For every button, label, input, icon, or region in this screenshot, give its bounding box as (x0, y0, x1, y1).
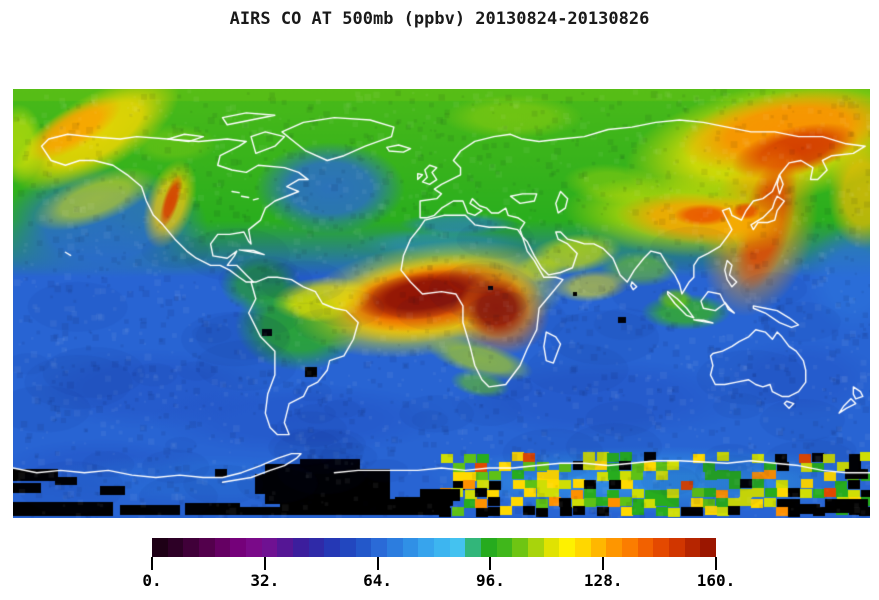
colorbar-tick-label: 32. (250, 571, 280, 590)
colorbar-segment (481, 538, 498, 557)
colorbar-tick-label: 160. (696, 571, 736, 590)
colorbar-segment (434, 538, 451, 557)
colorbar-segment (167, 538, 184, 557)
colorbar-tick-label: 128. (583, 571, 623, 590)
colorbar-segment (528, 538, 545, 557)
colorbar-tick (376, 557, 379, 570)
colorbar-segment (152, 538, 169, 557)
world-co-map-canvas (13, 89, 870, 518)
colorbar-segment (669, 538, 686, 557)
colorbar-segment (293, 538, 310, 557)
colorbar-segment (402, 538, 419, 557)
colorbar-segment (700, 538, 716, 557)
colorbar-segment (637, 538, 654, 557)
colorbar-segment (449, 538, 466, 557)
colorbar-segment (590, 538, 607, 557)
colorbar-tick (489, 557, 492, 570)
colorbar-segment (465, 538, 482, 557)
colorbar-segment (622, 538, 639, 557)
colorbar-segment (261, 538, 278, 557)
colorbar-segment (684, 538, 701, 557)
colorbar-segment (340, 538, 357, 557)
colorbar-segment (387, 538, 404, 557)
colorbar-segment (512, 538, 529, 557)
colorbar-segment (308, 538, 325, 557)
colorbar-tick (715, 557, 717, 570)
colorbar-segment (199, 538, 216, 557)
colorbar-segment (324, 538, 341, 557)
colorbar-segment (575, 538, 592, 557)
colorbar-tick (263, 557, 266, 570)
colorbar-ticks: 0. 32. 64. 96. 128. 160. (142, 557, 735, 597)
colorbar-segment (277, 538, 294, 557)
colorbar-segment (214, 538, 231, 557)
colorbar-segment (559, 538, 576, 557)
colorbar-segment (653, 538, 670, 557)
colorbar-tick (151, 557, 153, 570)
colorbar-segment (246, 538, 263, 557)
colorbar-segment (230, 538, 247, 557)
colorbar-segment (355, 538, 372, 557)
colorbar-segment (496, 538, 513, 557)
colorbar-segment (606, 538, 623, 557)
colorbar-tick-label: 64. (363, 571, 393, 590)
colorbar-tick-label: 0. (142, 571, 162, 590)
colorbar-segment (371, 538, 388, 557)
colorbar-tick-label: 96. (475, 571, 505, 590)
colorbar-segment (418, 538, 435, 557)
colorbar (152, 538, 716, 557)
colorbar-segment (183, 538, 200, 557)
colorbar-segment (543, 538, 560, 557)
chart-title: AIRS CO AT 500mb (ppbv) 20130824-2013082… (229, 9, 650, 29)
colorbar-tick (602, 557, 605, 570)
colorbar-gradient (152, 538, 716, 557)
